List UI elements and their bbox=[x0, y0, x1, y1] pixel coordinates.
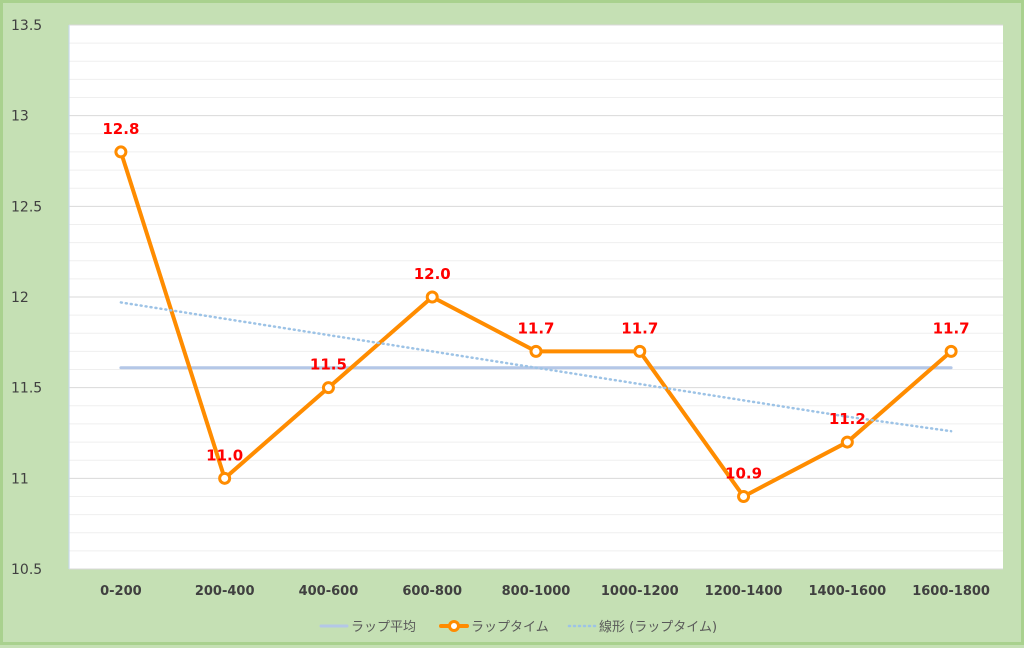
x-tick-label: 1400-1600 bbox=[808, 584, 886, 599]
line-chart: 10.5 11 11.5 12 12.5 13 13.5 0-200 200-400 400-6… bbox=[11, 18, 1017, 638]
legend-marker bbox=[448, 620, 460, 632]
legend-average: ラップ平均 bbox=[319, 620, 416, 635]
lap-time-marker bbox=[321, 381, 335, 395]
data-label: 11.7 bbox=[517, 319, 554, 337]
data-label: 11.2 bbox=[829, 410, 866, 428]
lap-time-marker bbox=[633, 344, 647, 358]
data-label: 11.0 bbox=[206, 446, 243, 464]
legend-label: 線形 (ラップタイム) bbox=[599, 619, 717, 635]
y-tick-label: 11.5 bbox=[11, 381, 42, 397]
data-label: 11.5 bbox=[310, 356, 347, 374]
data-label: 12.8 bbox=[102, 120, 139, 138]
x-tick-label: 600-800 bbox=[402, 584, 462, 599]
x-tick-label: 400-600 bbox=[299, 584, 359, 599]
lap-time-marker bbox=[840, 435, 854, 449]
data-label: 12.0 bbox=[414, 265, 451, 283]
data-labels: 12.8 11.0 11.5 12.0 11.7 11.7 10.9 11.2 11.7 bbox=[102, 120, 969, 483]
lap-time-marker bbox=[944, 344, 958, 358]
legend: ラップ平均 ラップタイム 線形 (ラップタイム) bbox=[319, 619, 717, 635]
x-tick-label: 1000-1200 bbox=[601, 584, 679, 599]
lap-time-marker bbox=[425, 290, 439, 304]
x-tick-label: 800-1000 bbox=[502, 584, 571, 599]
legend-label: ラップタイム bbox=[471, 620, 549, 635]
legend-label: ラップ平均 bbox=[351, 620, 416, 635]
y-tick-label: 13 bbox=[11, 109, 29, 125]
lap-time-marker bbox=[218, 471, 232, 485]
x-tick-label: 1200-1400 bbox=[705, 584, 783, 599]
x-tick-label: 200-400 bbox=[195, 584, 255, 599]
y-tick-label: 10.5 bbox=[11, 562, 42, 578]
legend-lap-time: ラップタイム bbox=[439, 620, 549, 635]
y-tick-label: 11 bbox=[11, 471, 29, 487]
x-tick-label: 0-200 bbox=[100, 584, 142, 599]
x-tick-label: 1600-1800 bbox=[912, 584, 990, 599]
x-axis-ticks: 0-200 200-400 400-600 600-800 800-1000 1000-1… bbox=[100, 584, 990, 599]
y-tick-label: 12 bbox=[11, 290, 29, 306]
lap-time-marker bbox=[737, 489, 751, 503]
lap-time-marker bbox=[529, 344, 543, 358]
trendline bbox=[119, 301, 953, 433]
y-axis-ticks: 10.5 11 11.5 12 12.5 13 13.5 bbox=[11, 18, 42, 578]
series-layer bbox=[114, 145, 958, 503]
data-label: 10.9 bbox=[725, 464, 762, 482]
data-label: 11.7 bbox=[621, 319, 658, 337]
lap-time-marker bbox=[114, 145, 128, 159]
data-label: 11.7 bbox=[933, 319, 970, 337]
legend-trendline: 線形 (ラップタイム) bbox=[567, 619, 717, 635]
y-tick-label: 12.5 bbox=[11, 199, 42, 215]
y-tick-label: 13.5 bbox=[11, 18, 42, 34]
